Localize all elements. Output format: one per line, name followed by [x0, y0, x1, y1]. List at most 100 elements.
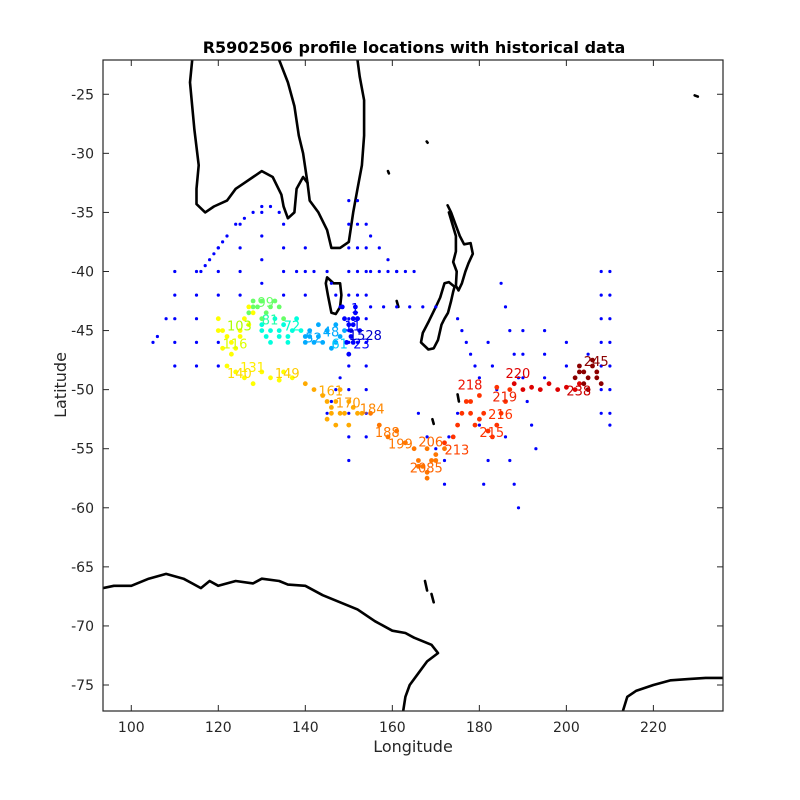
historical-point [599, 411, 603, 415]
historical-point [347, 411, 351, 415]
historical-point [469, 352, 473, 356]
profile-point [477, 393, 482, 398]
profile-point [503, 399, 508, 404]
profile-point [416, 458, 421, 463]
historical-point [482, 482, 486, 486]
historical-point [282, 246, 286, 250]
historical-point [355, 246, 360, 250]
historical-point [295, 269, 299, 274]
y-tick-label: -60 [71, 501, 94, 517]
historical-point [338, 376, 342, 380]
profile-point [307, 328, 313, 333]
profile-point [289, 328, 295, 333]
y-tick-label: -45 [71, 324, 94, 340]
historical-point [421, 305, 425, 309]
historical-point [521, 376, 525, 380]
coastline [430, 592, 436, 604]
historical-point [303, 269, 307, 274]
historical-point [355, 199, 360, 203]
y-tick-label: -65 [71, 560, 94, 576]
historical-point [521, 352, 525, 356]
historical-point [347, 435, 351, 439]
axes-box [102, 59, 724, 712]
profile-point [324, 399, 330, 404]
historical-point [260, 204, 264, 209]
profile-point [507, 387, 513, 392]
profile-point [346, 399, 352, 404]
profile-point [276, 334, 282, 339]
historical-point [386, 269, 390, 274]
historical-point [355, 222, 360, 226]
profile-point [268, 340, 273, 345]
profile-point [307, 334, 313, 339]
profile-point [263, 310, 269, 316]
profile-point [250, 310, 256, 316]
profile-point [302, 381, 308, 387]
historical-point [386, 258, 390, 262]
historical-point [503, 305, 508, 309]
profile-point [337, 387, 343, 392]
profile-label: 72 [284, 320, 301, 335]
historical-point [364, 317, 368, 321]
plot-area [103, 60, 723, 711]
profile-point [353, 310, 358, 316]
profile-point [337, 334, 343, 339]
historical-point [234, 222, 238, 226]
profile-point [350, 340, 356, 345]
profile-point [276, 328, 282, 333]
profile-point [302, 340, 308, 345]
historical-point [216, 340, 220, 344]
profile-point [281, 369, 286, 375]
profile-point [424, 469, 430, 475]
profile-point [529, 384, 534, 390]
historical-point [238, 246, 242, 250]
profile-label: 131 [240, 361, 265, 376]
historical-point [486, 340, 490, 344]
historical-point [521, 329, 525, 333]
profile-point [442, 446, 447, 452]
profile-label: 218 [458, 379, 483, 394]
historical-point [260, 281, 264, 285]
profile-label: 2085 [410, 461, 443, 476]
historical-point [364, 269, 368, 274]
coastline [425, 140, 429, 144]
historical-point [447, 435, 451, 439]
profile-point [520, 387, 526, 392]
profile-point [572, 387, 578, 392]
historical-point [599, 364, 603, 368]
profile-point [350, 405, 356, 410]
historical-point [347, 364, 351, 368]
historical-point [442, 458, 447, 463]
historical-point [516, 506, 521, 510]
historical-point [194, 293, 199, 297]
profile-point [224, 334, 230, 339]
historical-point [608, 411, 612, 415]
historical-point [212, 252, 216, 256]
historical-point [608, 423, 612, 427]
profile-point [348, 328, 354, 333]
historical-point [534, 447, 538, 451]
profile-label: 220 [506, 367, 531, 382]
profile-point [246, 304, 252, 310]
historical-point [225, 234, 229, 238]
profile-point [285, 334, 291, 339]
profile-point [294, 316, 299, 322]
historical-point [329, 281, 333, 285]
profile-point [590, 357, 595, 363]
historical-point [312, 269, 316, 274]
profile-label: 188 [375, 426, 400, 441]
x-axis: 100 120 140 160 180 200 220 [118, 60, 667, 736]
profile-point [272, 316, 278, 322]
historical-point [608, 317, 612, 321]
profile-label: 216 [488, 408, 513, 423]
historical-point [395, 269, 399, 274]
profile-point [411, 446, 417, 452]
historical-point [369, 269, 373, 274]
profile-label: 219 [492, 391, 517, 406]
historical-point [151, 340, 155, 344]
historical-point [164, 317, 168, 321]
profile-point [468, 410, 473, 416]
historical-point [486, 458, 490, 463]
